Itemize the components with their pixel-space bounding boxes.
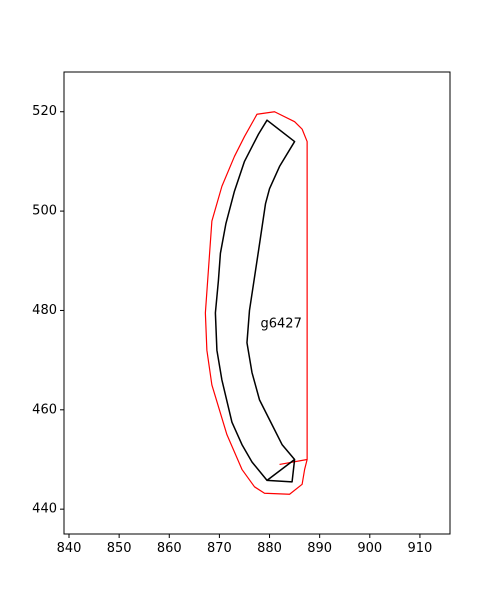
series-line-3	[266, 458, 296, 481]
y-tick-label: 500	[32, 204, 57, 219]
x-tick-label: 870	[207, 541, 232, 556]
x-tick-label: 850	[107, 541, 132, 556]
x-tick-label: 900	[357, 541, 382, 556]
x-tick-label: 880	[257, 541, 282, 556]
annotation-0: g6427	[261, 316, 302, 331]
series-line-0	[204, 111, 308, 495]
y-tick-label: 460	[32, 402, 57, 417]
x-tick-label: 860	[157, 541, 182, 556]
x-tick-label: 840	[57, 541, 82, 556]
series-line-1	[279, 458, 308, 466]
x-axis: 840 850 860 870 880 890 900 910	[57, 534, 433, 556]
plot-area	[64, 72, 450, 534]
x-tick-label: 890	[307, 541, 332, 556]
y-tick-label: 440	[32, 502, 57, 517]
annotation-layer: g6427	[261, 316, 302, 331]
x-tick-label: 910	[408, 541, 433, 556]
y-tick-label: 520	[32, 104, 57, 119]
y-tick-label: 480	[32, 303, 57, 318]
series-line-2	[214, 119, 296, 483]
plot-frame	[63, 71, 451, 535]
y-axis: 440 460 480 500 520	[32, 104, 64, 517]
series-layer	[204, 111, 308, 495]
